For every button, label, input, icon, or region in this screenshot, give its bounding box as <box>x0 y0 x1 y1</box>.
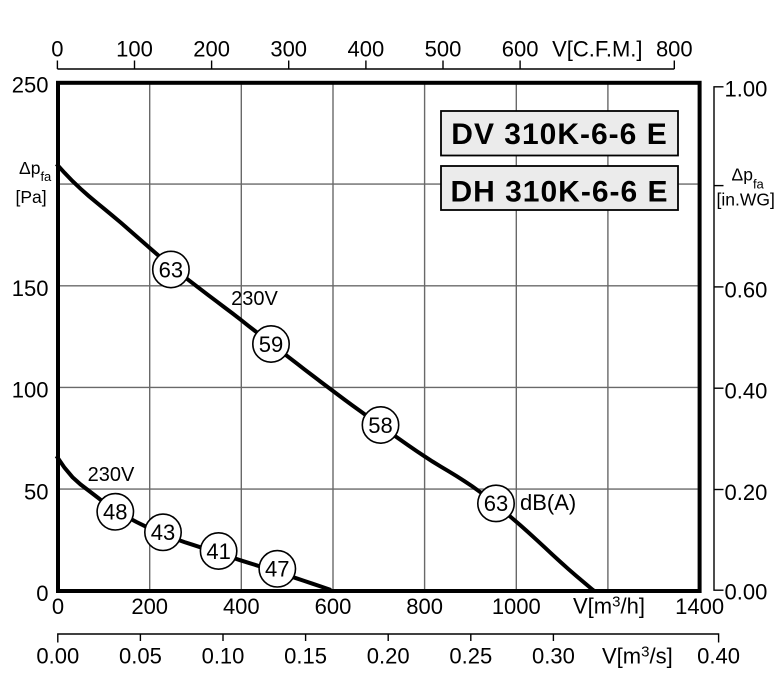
svg-text:100: 100 <box>12 378 49 403</box>
svg-text:0.25: 0.25 <box>449 644 492 669</box>
svg-text:V[m3/h]: V[m3/h] <box>573 594 645 619</box>
svg-text:0: 0 <box>36 581 48 606</box>
svg-text:[in.WG]: [in.WG] <box>717 190 775 210</box>
svg-text:0.15: 0.15 <box>284 644 327 669</box>
svg-text:1.00: 1.00 <box>725 76 768 101</box>
svg-text:V[C.F.M.]: V[C.F.M.] <box>552 37 642 62</box>
svg-text:0.40: 0.40 <box>697 644 740 669</box>
svg-text:200: 200 <box>131 594 168 619</box>
svg-text:DV 310K-6-6 E: DV 310K-6-6 E <box>451 118 667 151</box>
svg-text:48: 48 <box>103 500 127 525</box>
svg-text:59: 59 <box>259 332 283 357</box>
svg-text:100: 100 <box>116 37 153 62</box>
svg-text:0.20: 0.20 <box>725 480 768 505</box>
svg-text:400: 400 <box>223 594 260 619</box>
svg-text:47: 47 <box>265 557 289 582</box>
svg-text:0: 0 <box>52 594 64 619</box>
svg-text:250: 250 <box>12 73 49 98</box>
svg-text:1000: 1000 <box>492 594 541 619</box>
svg-text:58: 58 <box>368 413 392 438</box>
svg-text:230V: 230V <box>231 288 278 310</box>
svg-text:63: 63 <box>484 491 508 516</box>
svg-text:[Pa]: [Pa] <box>16 187 47 207</box>
svg-text:0.60: 0.60 <box>725 277 768 302</box>
svg-text:63: 63 <box>159 257 183 282</box>
svg-text:500: 500 <box>425 37 462 62</box>
svg-text:0.30: 0.30 <box>532 644 575 669</box>
svg-text:dB(A): dB(A) <box>520 490 576 515</box>
svg-text:200: 200 <box>193 37 230 62</box>
svg-text:43: 43 <box>151 520 175 545</box>
svg-text:150: 150 <box>12 276 49 301</box>
svg-text:800: 800 <box>406 594 443 619</box>
svg-text:0.20: 0.20 <box>367 644 410 669</box>
svg-text:1400: 1400 <box>675 594 724 619</box>
svg-text:41: 41 <box>206 539 230 564</box>
svg-text:0.00: 0.00 <box>36 644 79 669</box>
svg-text:0: 0 <box>51 37 63 62</box>
svg-text:600: 600 <box>315 594 352 619</box>
svg-text:0.00: 0.00 <box>725 579 768 604</box>
svg-text:V[m3/s]: V[m3/s] <box>602 644 673 669</box>
svg-text:300: 300 <box>270 37 307 62</box>
svg-text:400: 400 <box>348 37 385 62</box>
svg-text:600: 600 <box>502 37 539 62</box>
svg-text:0.40: 0.40 <box>725 379 768 404</box>
svg-text:DH 310K-6-6 E: DH 310K-6-6 E <box>450 175 668 208</box>
svg-text:0.05: 0.05 <box>119 644 162 669</box>
svg-text:800: 800 <box>656 37 693 62</box>
svg-text:50: 50 <box>24 479 48 504</box>
svg-text:230V: 230V <box>88 464 135 486</box>
svg-text:0.10: 0.10 <box>202 644 245 669</box>
